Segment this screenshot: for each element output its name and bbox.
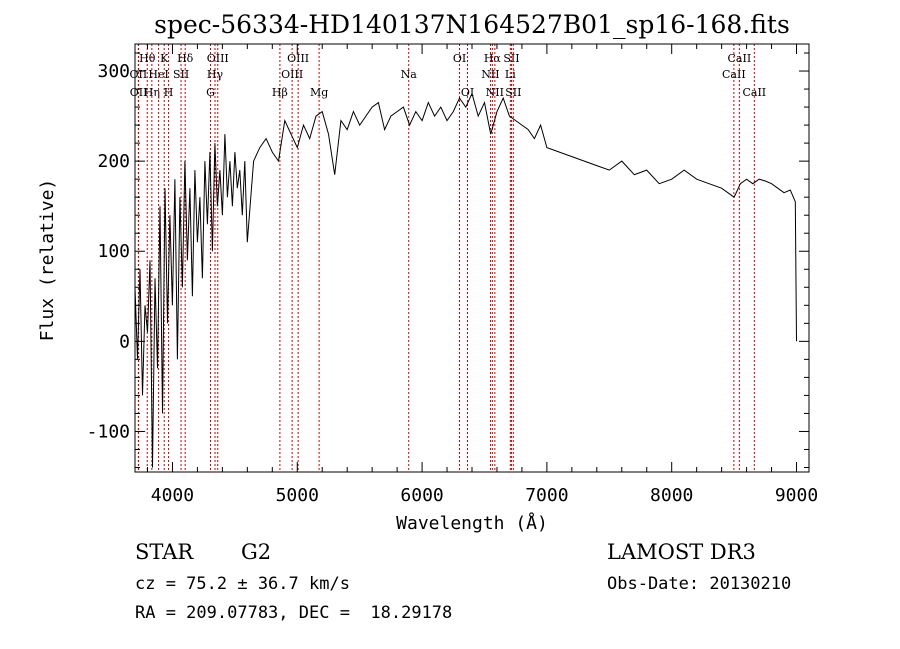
marker-label: G [206,86,215,99]
marker-label: Hγ [207,68,224,81]
marker-label: Hθ [139,52,156,65]
marker-label: NII [481,68,499,81]
observation-date: Obs-Date: 20130210 [607,574,792,594]
redshift-readout: cz = 75.2 ± 36.7 km/s [135,574,350,594]
x-axis-ticks: 4000 5000 6000 7000 8000 9000 [146,44,818,506]
marker-label: Hβ [272,86,288,99]
marker-label: Li [505,68,516,81]
x-axis-label: Wavelength (Å) [396,512,548,534]
y-tick-label: 0 [119,331,130,352]
marker-label: Hα [484,52,502,65]
x-tick-label: 7000 [525,485,568,506]
marker-label: OI [453,52,466,65]
x-tick-label: 5000 [276,485,319,506]
marker-label: OIII [207,52,229,65]
marker-label: K [160,52,169,65]
plot-frame [134,43,810,473]
marker-label: OIII [281,68,303,81]
y-tick-label: -100 [87,421,130,442]
y-tick-label: 200 [97,151,130,172]
marker-label: Hη [144,86,160,99]
spectrum-line [134,92,797,468]
x-tick-label: 9000 [775,485,818,506]
marker-label: CaII [728,52,752,65]
marker-label: Hδ [177,52,194,65]
marker-label: OIII [287,52,309,65]
marker-label: SII [173,68,189,81]
y-axis-ticks: -100 0 100 200 300 [87,52,809,468]
marker-label: Na [401,68,418,81]
marker-label: NII [486,86,504,99]
x-tick-label: 4000 [151,485,194,506]
marker-label: SII [503,52,519,65]
coordinates-readout: RA = 209.07783, DEC = 18.29178 [135,603,453,623]
y-tick-label: 300 [97,61,130,82]
object-subclass: G2 [241,540,272,564]
survey-name: LAMOST DR3 [607,540,756,564]
marker-label: OII [130,86,148,99]
object-class: STAR [135,540,194,564]
marker-label: HeI [148,68,168,81]
marker-label: H [164,86,174,99]
y-axis-label: Flux (relative) [37,179,58,342]
marker-label: CaII [742,86,766,99]
x-tick-label: 6000 [400,485,443,506]
y-tick-label: 100 [97,241,130,262]
chart-title: spec-56334-HD140137N164527B01_sp16-168.f… [154,10,790,39]
marker-label: Mg [310,86,328,99]
marker-label: SII [505,86,521,99]
x-tick-label: 8000 [650,485,693,506]
marker-label: CaII [722,68,746,81]
